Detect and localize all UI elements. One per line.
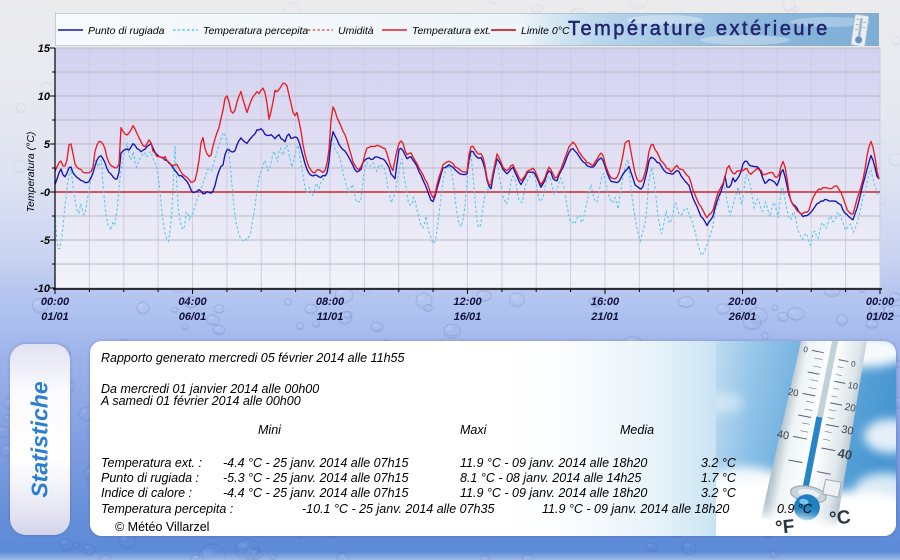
svg-text:Temperatura ext.: Temperatura ext. — [412, 25, 491, 37]
svg-text:°F: °F — [774, 516, 795, 536]
svg-text:Temperatura (°C): Temperatura (°C) — [25, 132, 37, 213]
svg-text:00:00: 00:00 — [866, 296, 895, 308]
svg-text:-5: -5 — [40, 235, 51, 247]
svg-text:20: 20 — [844, 402, 857, 415]
svg-text:Umidità: Umidità — [338, 25, 374, 37]
svg-text:04:00: 04:00 — [178, 296, 207, 308]
svg-text:40: 40 — [776, 428, 790, 442]
svg-text:40: 40 — [836, 445, 853, 462]
svg-text:-10: -10 — [34, 283, 51, 295]
svg-text:26/01: 26/01 — [728, 311, 757, 323]
svg-text:10: 10 — [847, 380, 859, 392]
svg-text:20: 20 — [787, 387, 799, 400]
svg-text:01/01: 01/01 — [41, 311, 69, 323]
svg-text:15: 15 — [38, 43, 51, 55]
svg-text:°C: °C — [828, 507, 852, 530]
svg-text:12:00: 12:00 — [453, 296, 482, 308]
svg-text:01/02: 01/02 — [866, 311, 894, 323]
svg-text:Limite 0°C: Limite 0°C — [521, 25, 570, 37]
svg-text:10: 10 — [38, 91, 51, 103]
svg-text:Punto di rugiada: Punto di rugiada — [88, 25, 165, 37]
svg-text:00:00: 00:00 — [41, 296, 70, 308]
svg-text:11/01: 11/01 — [317, 311, 344, 323]
svg-text:Temperatura percepita: Temperatura percepita — [203, 25, 308, 37]
svg-text:0: 0 — [803, 345, 810, 355]
svg-text:20:00: 20:00 — [727, 296, 757, 308]
svg-text:0: 0 — [850, 359, 857, 369]
svg-text:21/01: 21/01 — [590, 311, 619, 323]
svg-text:-0: -0 — [40, 187, 51, 199]
svg-text:30: 30 — [840, 424, 854, 438]
svg-text:5: 5 — [44, 139, 51, 151]
svg-text:08:00: 08:00 — [316, 296, 345, 308]
svg-text:16:00: 16:00 — [591, 296, 620, 308]
svg-text:06/01: 06/01 — [179, 311, 207, 323]
svg-text:16/01: 16/01 — [454, 311, 482, 323]
